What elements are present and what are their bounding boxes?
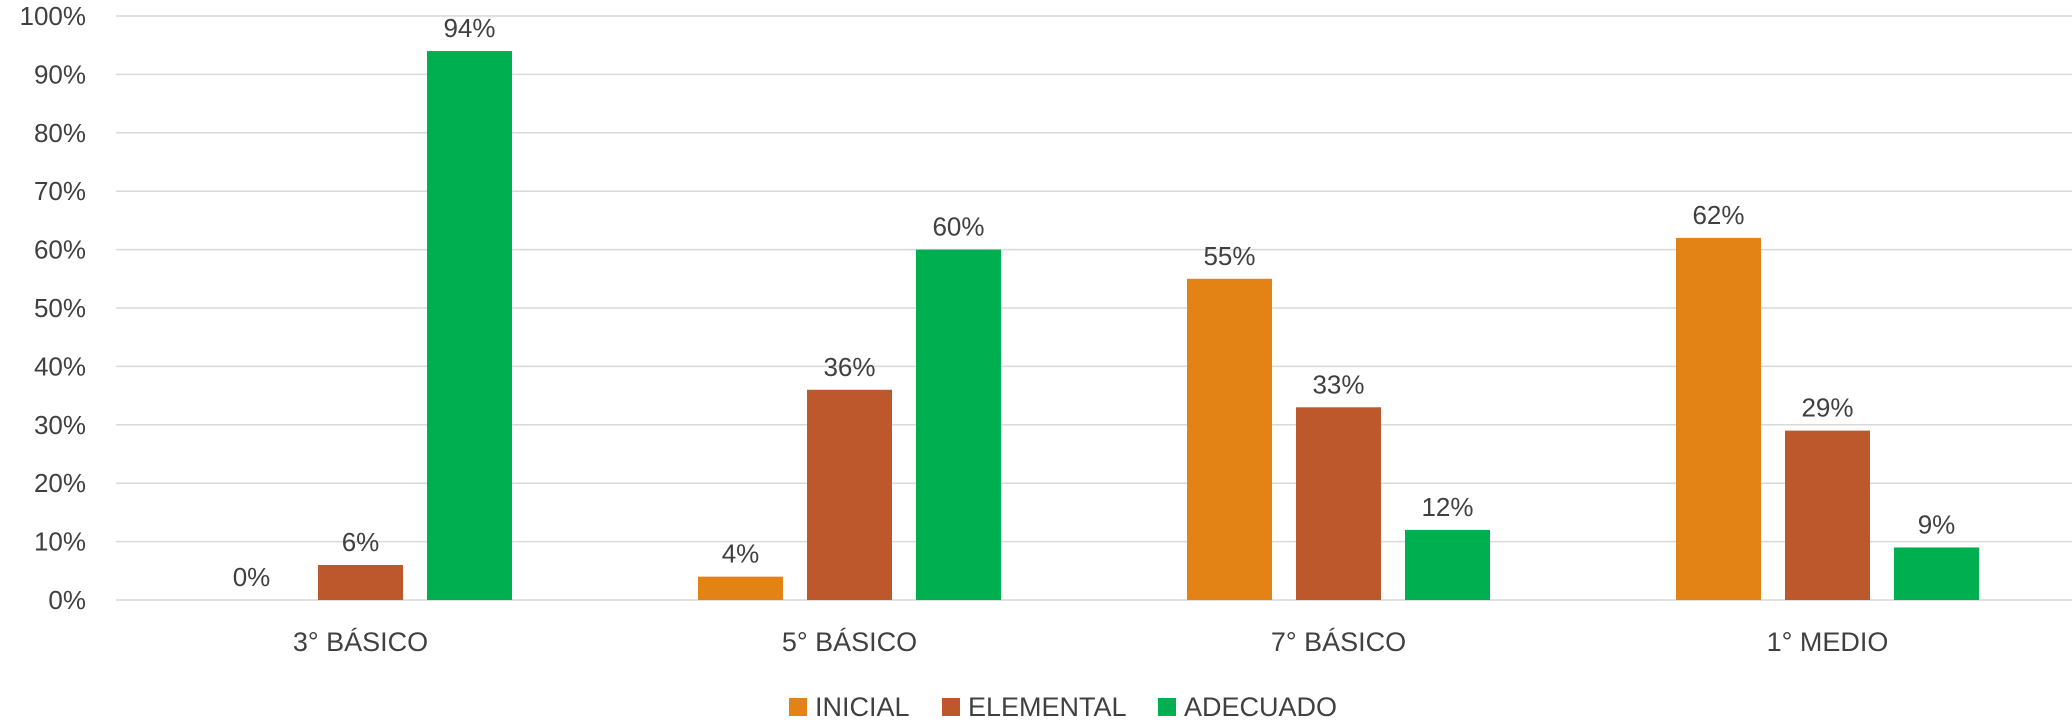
x-category-label: 7° BÁSICO xyxy=(1271,627,1406,657)
data-label: 0% xyxy=(233,562,271,592)
y-tick-label: 80% xyxy=(34,118,86,148)
data-labels: 0% 6% 94% 4% 36% 60% 55% 33% 12% 62% 29% 9% xyxy=(233,13,1956,592)
x-category-label: 1° MEDIO xyxy=(1767,627,1889,657)
data-label: 94% xyxy=(443,13,495,43)
y-tick-label: 10% xyxy=(34,527,86,557)
y-tick-label: 40% xyxy=(34,351,86,381)
x-axis-categories: 3° BÁSICO 5° BÁSICO 7° BÁSICO 1° MEDIO xyxy=(293,627,1889,657)
legend-swatch-inicial xyxy=(789,698,807,716)
data-label: 12% xyxy=(1421,492,1473,522)
bar-adecuado xyxy=(916,249,1001,600)
data-label: 6% xyxy=(342,527,380,557)
data-label: 55% xyxy=(1203,241,1255,271)
legend-label: ADECUADO xyxy=(1184,692,1337,721)
legend-swatch-adecuado xyxy=(1158,698,1176,716)
bar-inicial xyxy=(698,576,783,600)
data-label: 9% xyxy=(1918,509,1956,539)
data-label: 29% xyxy=(1801,393,1853,423)
y-tick-label: 60% xyxy=(34,235,86,265)
y-tick-label: 50% xyxy=(34,293,86,323)
bar-elemental xyxy=(807,389,892,600)
y-tick-label: 20% xyxy=(34,468,86,498)
bar-adecuado xyxy=(1405,529,1490,600)
y-tick-label: 30% xyxy=(34,410,86,440)
y-tick-label: 90% xyxy=(34,59,86,89)
data-label: 4% xyxy=(722,539,760,569)
y-tick-label: 0% xyxy=(48,585,86,615)
bar-elemental xyxy=(318,564,403,600)
legend-label: ELEMENTAL xyxy=(968,692,1127,721)
data-label: 60% xyxy=(932,212,984,242)
y-tick-label: 100% xyxy=(20,1,87,31)
legend: INICIAL ELEMENTAL ADECUADO xyxy=(789,692,1337,722)
bar-inicial xyxy=(1676,237,1761,601)
legend-swatch-elemental xyxy=(942,698,960,716)
bar-inicial xyxy=(1187,278,1272,600)
bar-adecuado xyxy=(427,51,512,601)
bars xyxy=(318,51,1979,601)
data-label: 62% xyxy=(1692,200,1744,230)
bar-elemental xyxy=(1296,407,1381,600)
gridlines xyxy=(116,15,2072,601)
x-category-label: 3° BÁSICO xyxy=(293,627,428,657)
bar-elemental xyxy=(1785,430,1870,600)
legend-label: INICIAL xyxy=(815,692,910,721)
y-tick-label: 70% xyxy=(34,176,86,206)
data-label: 33% xyxy=(1312,369,1364,399)
y-axis-ticks: 0% 10% 20% 30% 40% 50% 60% 70% 80% 90% 100% xyxy=(20,1,87,615)
bar-adecuado xyxy=(1894,547,1979,600)
x-category-label: 5° BÁSICO xyxy=(782,627,917,657)
data-label: 36% xyxy=(823,352,875,382)
